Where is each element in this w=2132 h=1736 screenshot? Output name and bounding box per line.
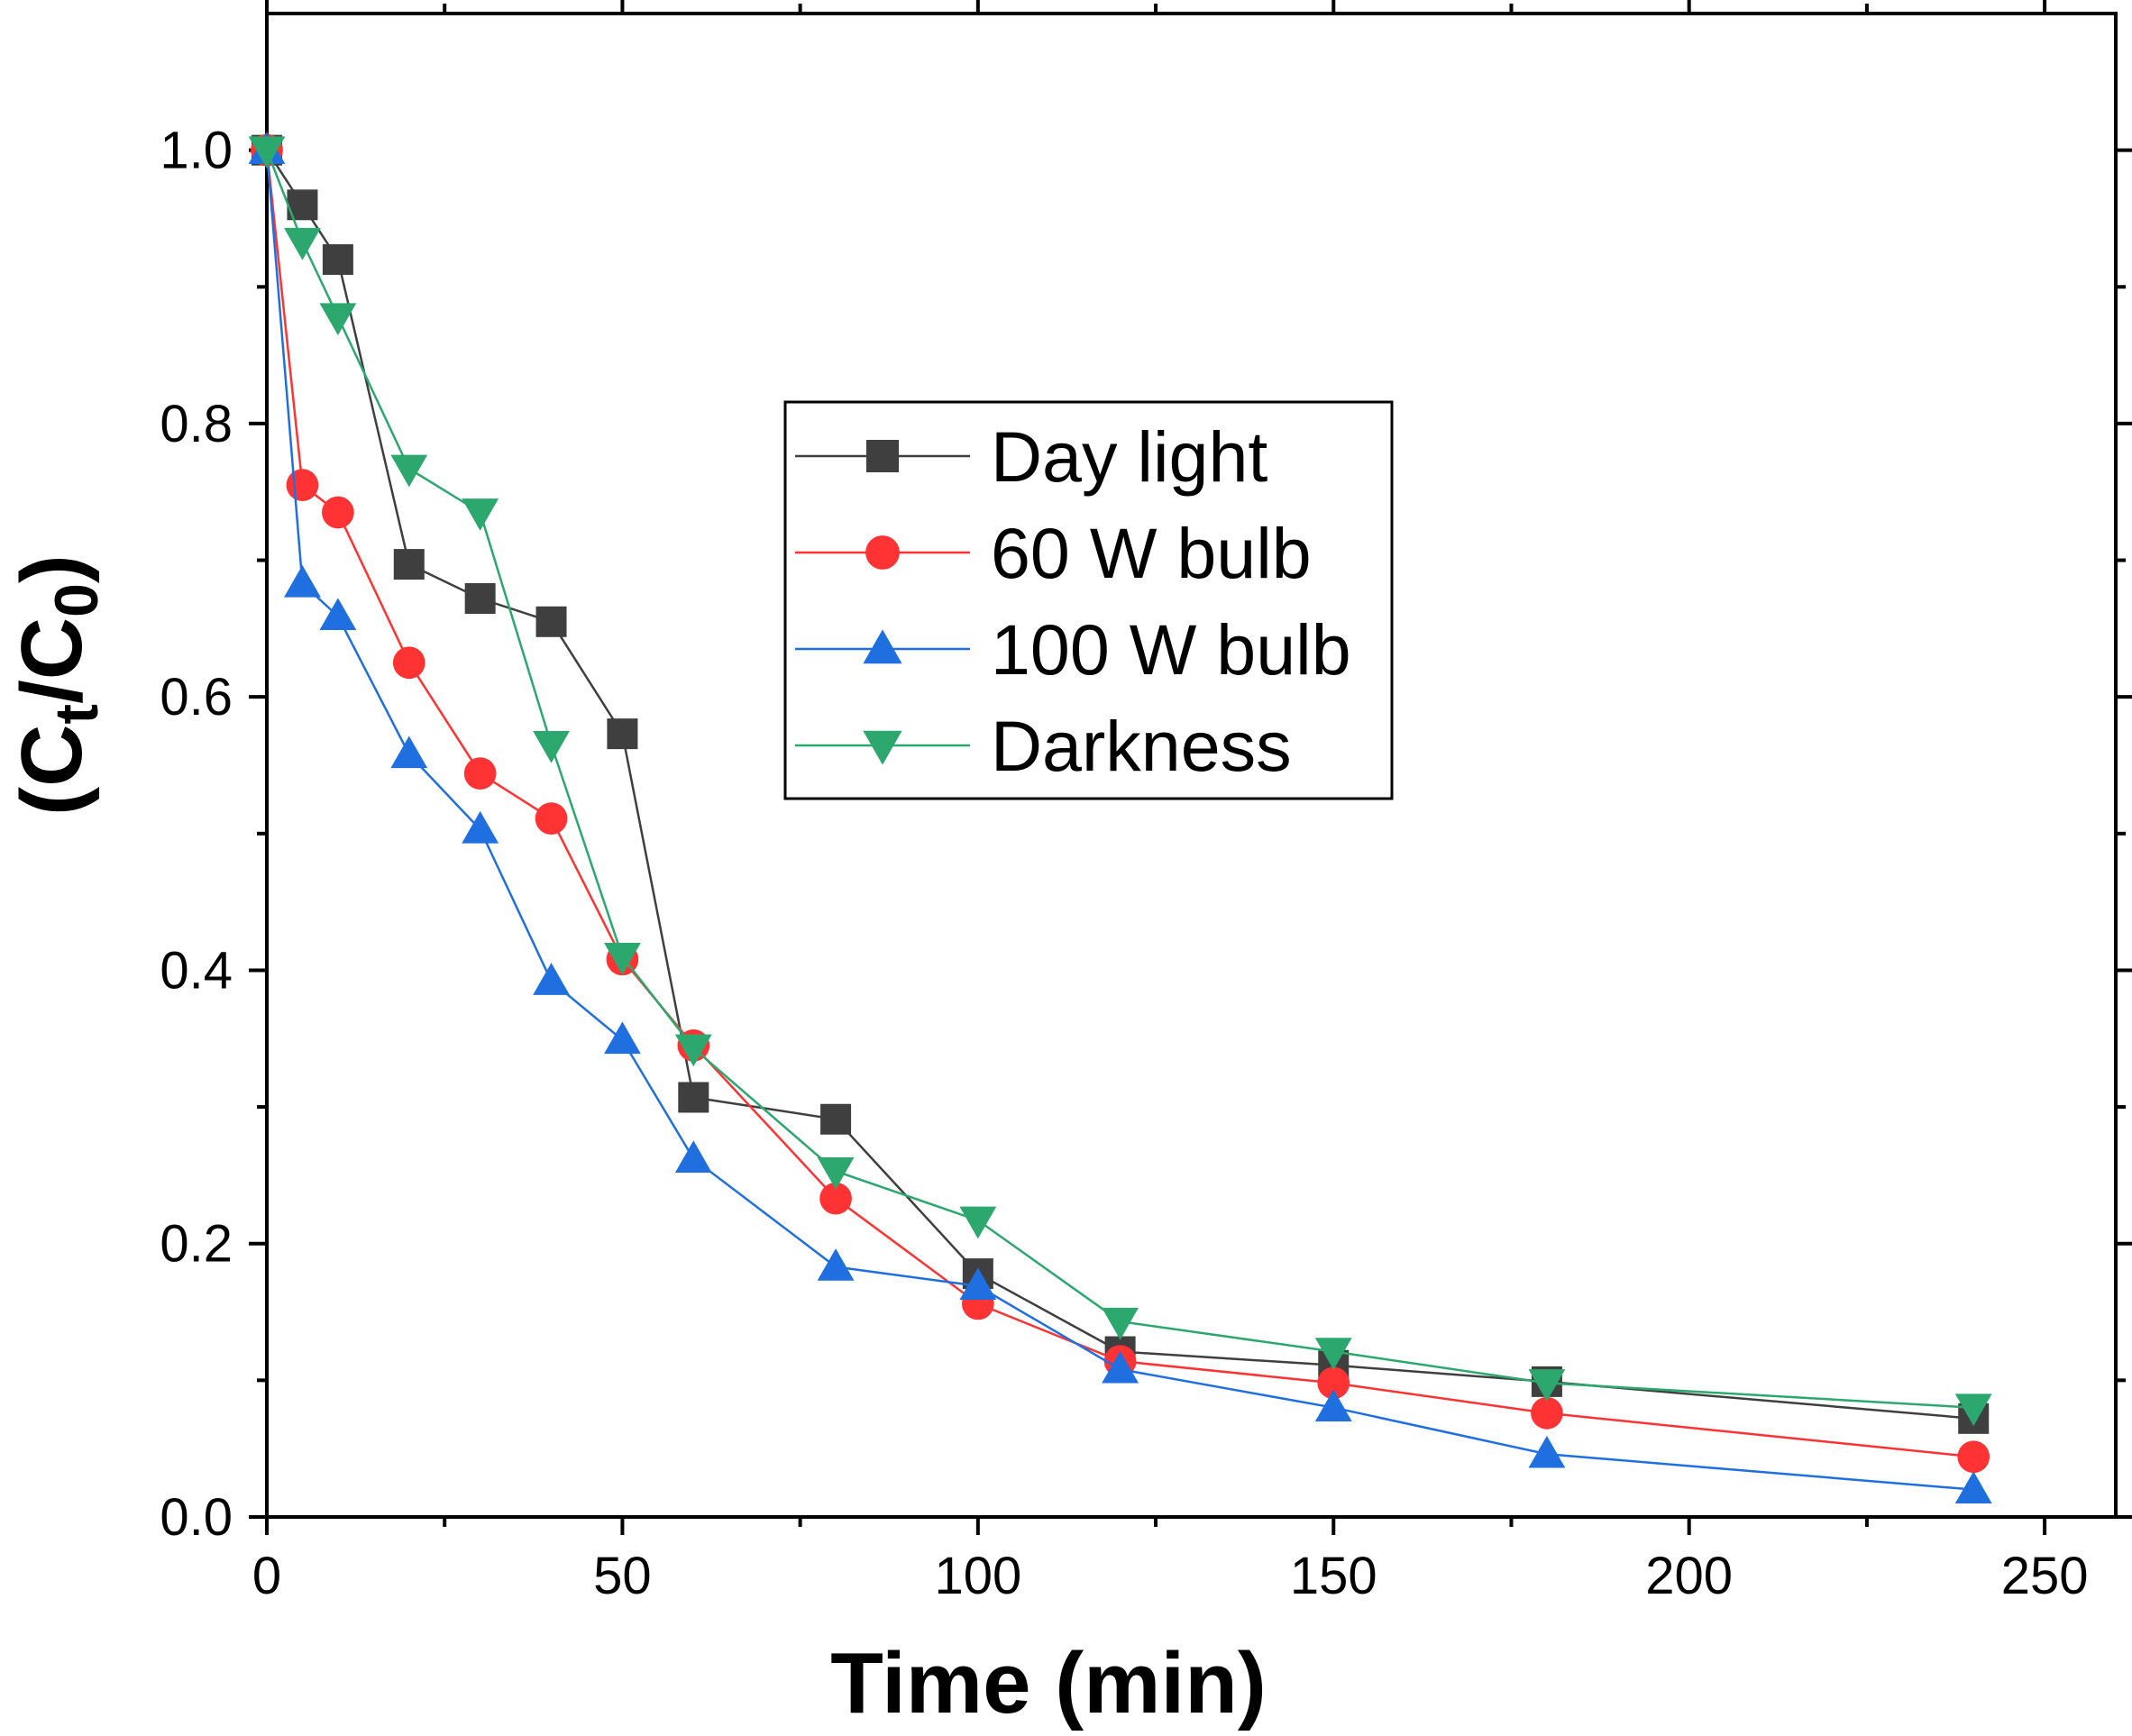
data-point-darkness bbox=[604, 942, 641, 975]
data-point-100-w-bulb bbox=[817, 1248, 855, 1281]
data-point-100-w-bulb bbox=[284, 564, 321, 598]
x-tick-label: 50 bbox=[593, 1547, 652, 1605]
y-axis-title-middle: /C bbox=[4, 617, 100, 704]
y-tick-label: 0.4 bbox=[160, 941, 233, 1000]
data-point-100-w-bulb bbox=[674, 1140, 712, 1174]
series-darkness bbox=[248, 136, 1992, 1427]
y-tick-label: 1.0 bbox=[160, 122, 233, 180]
data-point-100-w-bulb bbox=[1102, 1350, 1139, 1384]
legend-label: 60 W bulb bbox=[991, 513, 1312, 593]
data-point-day-light bbox=[322, 243, 353, 275]
series-line-100-w-bulb bbox=[265, 150, 1974, 1491]
data-point-100-w-bulb bbox=[533, 963, 570, 995]
series-line-darkness bbox=[265, 150, 1974, 1409]
x-tick-label: 200 bbox=[1645, 1547, 1733, 1605]
axis-titles: Time (min) (Ct/C0) bbox=[4, 554, 1267, 1731]
data-point-60-w-bulb bbox=[819, 1182, 852, 1215]
y-tick-label: 0.0 bbox=[160, 1488, 233, 1547]
y-tick-label: 0.2 bbox=[160, 1215, 233, 1274]
legend-label: Darkness bbox=[991, 706, 1292, 786]
data-point-day-light bbox=[678, 1082, 709, 1113]
data-point-darkness bbox=[284, 227, 321, 260]
data-point-60-w-bulb bbox=[392, 646, 425, 680]
data-point-darkness bbox=[390, 454, 428, 488]
legend-item-darkness: Darkness bbox=[795, 706, 1292, 786]
axes-layer: 0 50 100 150 200 250 0.0 0.2 0.4 0.6 0.8 1.0 bbox=[160, 0, 2132, 1605]
legend-marker bbox=[863, 629, 902, 664]
series-line-60-w-bulb bbox=[265, 150, 1974, 1458]
legend-marker bbox=[865, 535, 900, 570]
data-point-60-w-bulb bbox=[1531, 1396, 1563, 1430]
x-tick-label: 250 bbox=[2001, 1547, 2089, 1605]
legend-item-day-light: Day light bbox=[795, 416, 1267, 497]
y-axis-title-subscript-2: 0 bbox=[42, 583, 111, 617]
y-axis-title-suffix: ) bbox=[4, 554, 100, 583]
data-point-100-w-bulb bbox=[1528, 1435, 1566, 1468]
data-point-60-w-bulb bbox=[286, 469, 319, 501]
y-axis-title-prefix: (C bbox=[4, 725, 100, 816]
legend-item-60-w-bulb: 60 W bulb bbox=[795, 513, 1312, 593]
data-point-100-w-bulb bbox=[604, 1021, 641, 1055]
data-point-60-w-bulb bbox=[463, 757, 497, 790]
data-point-100-w-bulb bbox=[1954, 1471, 1992, 1503]
data-point-100-w-bulb bbox=[390, 736, 428, 769]
data-point-100-w-bulb bbox=[462, 810, 499, 844]
data-point-darkness bbox=[248, 136, 286, 169]
data-point-darkness bbox=[1528, 1369, 1566, 1402]
data-point-day-light bbox=[607, 718, 638, 750]
data-point-100-w-bulb bbox=[1314, 1389, 1352, 1421]
y-tick-label: 0.6 bbox=[160, 668, 233, 726]
data-point-60-w-bulb bbox=[322, 496, 354, 529]
data-point-darkness bbox=[533, 730, 570, 763]
legend-item-100-w-bulb: 100 W bulb bbox=[795, 609, 1351, 690]
data-point-day-light bbox=[820, 1103, 852, 1135]
x-tick-label: 150 bbox=[1290, 1547, 1377, 1605]
legend-label: 100 W bulb bbox=[991, 609, 1351, 690]
data-point-darkness bbox=[319, 303, 357, 336]
data-point-darkness bbox=[1954, 1393, 1992, 1427]
data-point-100-w-bulb bbox=[319, 598, 357, 631]
data-point-day-light bbox=[393, 549, 425, 580]
plot-frame bbox=[265, 12, 2118, 1519]
series-100-w-bulb bbox=[248, 132, 1992, 1503]
y-axis-title-subscript-1: t bbox=[42, 704, 111, 725]
series-layer bbox=[248, 132, 1992, 1503]
data-point-darkness bbox=[959, 1206, 997, 1239]
x-tick-label: 0 bbox=[252, 1547, 281, 1605]
data-point-60-w-bulb bbox=[1957, 1440, 1990, 1474]
data-point-60-w-bulb bbox=[1317, 1366, 1350, 1400]
data-point-darkness bbox=[817, 1157, 855, 1190]
data-point-60-w-bulb bbox=[535, 802, 568, 835]
data-point-darkness bbox=[1314, 1338, 1352, 1370]
data-point-darkness bbox=[674, 1034, 712, 1067]
data-point-darkness bbox=[462, 498, 499, 531]
y-axis-title: (Ct/C0) bbox=[4, 554, 111, 816]
legend: Day light 60 W bulb 100 W bulb Darkness bbox=[783, 400, 1394, 800]
x-tick-label: 100 bbox=[934, 1547, 1021, 1605]
data-point-day-light bbox=[535, 606, 567, 637]
data-point-100-w-bulb bbox=[959, 1267, 997, 1301]
legend-marker bbox=[863, 730, 902, 765]
legend-label: Day light bbox=[991, 416, 1267, 497]
data-point-day-light bbox=[464, 583, 496, 615]
y-tick-label: 0.8 bbox=[160, 395, 233, 453]
legend-marker bbox=[866, 440, 899, 472]
x-axis-title: Time (min) bbox=[830, 1635, 1267, 1731]
data-point-darkness bbox=[1102, 1307, 1139, 1340]
series-60-w-bulb bbox=[251, 133, 1990, 1474]
